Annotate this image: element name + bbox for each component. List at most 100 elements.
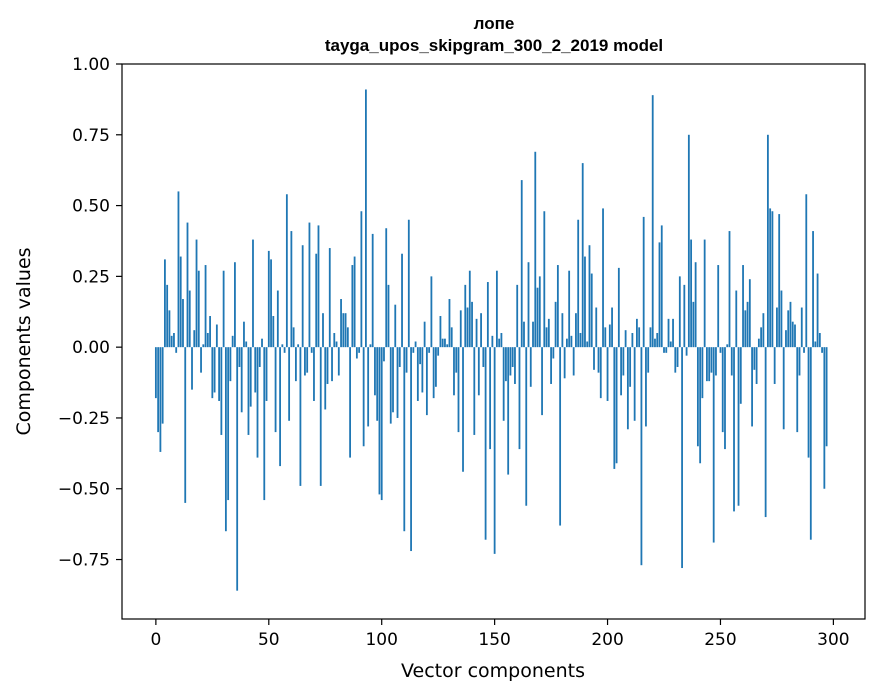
bar-41 (247, 347, 250, 435)
x-axis-ticks: 0 50 100 150 200 250 300 (150, 619, 850, 650)
bar-211 (631, 333, 634, 348)
bar-59 (288, 347, 291, 421)
bar-21 (202, 344, 205, 348)
bar-130 (448, 299, 451, 348)
bar-279 (785, 330, 787, 348)
y-tick-label: 0.25 (72, 267, 110, 287)
bar-103 (387, 284, 390, 348)
bar-159 (514, 347, 516, 384)
bar-292 (814, 341, 817, 348)
bar-35 (234, 262, 236, 348)
bar-115 (414, 341, 417, 348)
x-tick-label: 150 (478, 630, 510, 650)
bar-164 (525, 347, 528, 506)
bar-86 (349, 347, 351, 458)
bar-56 (281, 344, 284, 348)
bar-237 (690, 239, 693, 348)
bar-79 (333, 333, 336, 348)
bar-42 (249, 347, 252, 407)
bar-70 (313, 347, 315, 401)
bar-78 (331, 347, 333, 382)
bar-255 (730, 347, 733, 376)
bar-125 (437, 347, 440, 356)
bar-43 (252, 239, 254, 348)
bar-116 (416, 347, 419, 401)
y-tick-label: 0.00 (72, 338, 110, 358)
bar-158 (511, 347, 514, 367)
bar-129 (446, 344, 449, 348)
bar-91 (360, 211, 363, 348)
bar-201 (608, 324, 611, 348)
bar-44 (254, 347, 257, 393)
bar-216 (642, 216, 645, 348)
bar-149 (491, 335, 494, 348)
bar-215 (640, 347, 643, 566)
plot-frame (121, 63, 866, 620)
bar-297 (825, 347, 828, 447)
bar-105 (392, 347, 394, 413)
bar-174 (547, 318, 550, 348)
bar-148 (489, 347, 492, 450)
bar-182 (565, 338, 568, 348)
bar-51 (270, 259, 272, 348)
bar-142 (475, 318, 478, 348)
bar-285 (798, 347, 801, 376)
bar-99 (378, 347, 381, 495)
bar-251 (721, 347, 724, 433)
x-tick-label: 250 (704, 630, 736, 650)
bar-218 (647, 347, 650, 373)
bar-166 (529, 347, 532, 387)
bar-196 (597, 347, 600, 373)
bar-293 (816, 273, 819, 348)
bar-263 (748, 279, 751, 348)
bar-73 (319, 347, 322, 486)
bar-212 (633, 347, 636, 421)
bar-273 (771, 211, 774, 348)
x-tick-label: 50 (258, 630, 280, 650)
bar-229 (672, 318, 674, 348)
bar-176 (552, 347, 555, 359)
bar-14 (186, 222, 189, 348)
bar-81 (337, 347, 340, 376)
bar-169 (536, 287, 539, 348)
bar-26 (213, 347, 216, 393)
bar-24 (209, 316, 211, 348)
y-tick-label: −0.75 (58, 551, 110, 571)
bar-145 (482, 347, 485, 367)
bar-10 (177, 191, 180, 348)
bar-233 (681, 347, 683, 569)
bar-144 (480, 313, 482, 348)
bar-101 (383, 347, 385, 362)
bar-50 (267, 250, 270, 348)
bar-64 (299, 347, 302, 486)
bar-106 (394, 304, 397, 348)
bar-66 (304, 347, 306, 376)
bar-76 (326, 347, 329, 384)
bar-153 (500, 333, 503, 348)
bar-57 (283, 347, 286, 353)
bar-199 (604, 327, 607, 348)
bar-282 (791, 321, 794, 348)
bar-170 (538, 276, 541, 348)
bar-243 (703, 239, 706, 348)
bar-288 (805, 194, 808, 348)
y-tick-label: 0.50 (72, 197, 110, 217)
bar-137 (464, 284, 467, 348)
bar-98 (376, 347, 379, 421)
bar-6 (168, 310, 171, 348)
bar-219 (649, 327, 652, 348)
bar-178 (556, 265, 559, 348)
bar-131 (450, 327, 453, 348)
bar-90 (358, 347, 361, 353)
bar-239 (694, 262, 697, 348)
bar-296 (823, 347, 826, 489)
bar-97 (374, 347, 376, 396)
bar-93 (364, 89, 367, 348)
y-tick-label: 1.00 (72, 55, 110, 75)
bar-277 (780, 290, 783, 348)
bar-88 (353, 256, 356, 348)
bar-139 (468, 270, 471, 348)
y-axis-ticks: −0.75 −0.50 −0.25 0.00 0.25 0.50 0.75 1.00 (58, 55, 122, 571)
bar-150 (493, 347, 496, 554)
